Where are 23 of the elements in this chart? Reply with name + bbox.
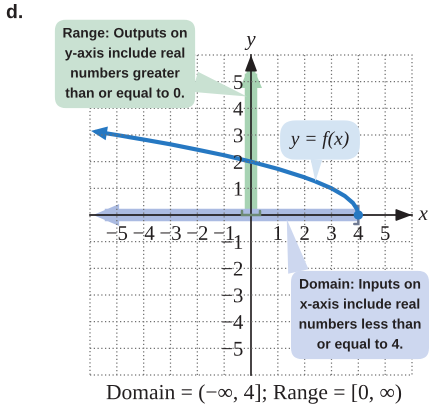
y-tick-label: −4 [222, 315, 244, 329]
x-tick-label: 1 [274, 226, 282, 240]
series-label: y = f(x) [289, 131, 349, 149]
annotation: Range: Outputs on y-axis include real numbers greater than or equal to 0. [63, 28, 187, 100]
chart-title: d. [6, 4, 22, 18]
x-axis-title: x [418, 210, 428, 220]
y-tick-label: 4 [233, 102, 244, 116]
x-tick-label: −3 [160, 226, 181, 240]
x-tick-label: −2 [187, 226, 208, 240]
y-tick-label: 1 [234, 182, 242, 196]
y-tick-label: −3 [222, 288, 243, 302]
x-tick-label: 2 [300, 226, 309, 240]
x-tick-label: 3 [327, 226, 336, 240]
x-tick-label: 4 [354, 226, 364, 240]
annotation: Domain: Inputs on x-axis include real numbers less than or equal to 4. [300, 278, 421, 352]
x-tick-label: −5 [106, 226, 128, 240]
y-axis-title: y [244, 36, 256, 50]
y-tick-label: −2 [222, 262, 242, 276]
y-tick-label: −5 [222, 342, 243, 356]
x-tick-label: −4 [134, 226, 154, 240]
text: Domain = (−∞, 4]; Range = [0, ∞) [106, 384, 402, 404]
y-tick-label: 3 [234, 128, 243, 142]
x-tick-label: 5 [381, 226, 390, 240]
